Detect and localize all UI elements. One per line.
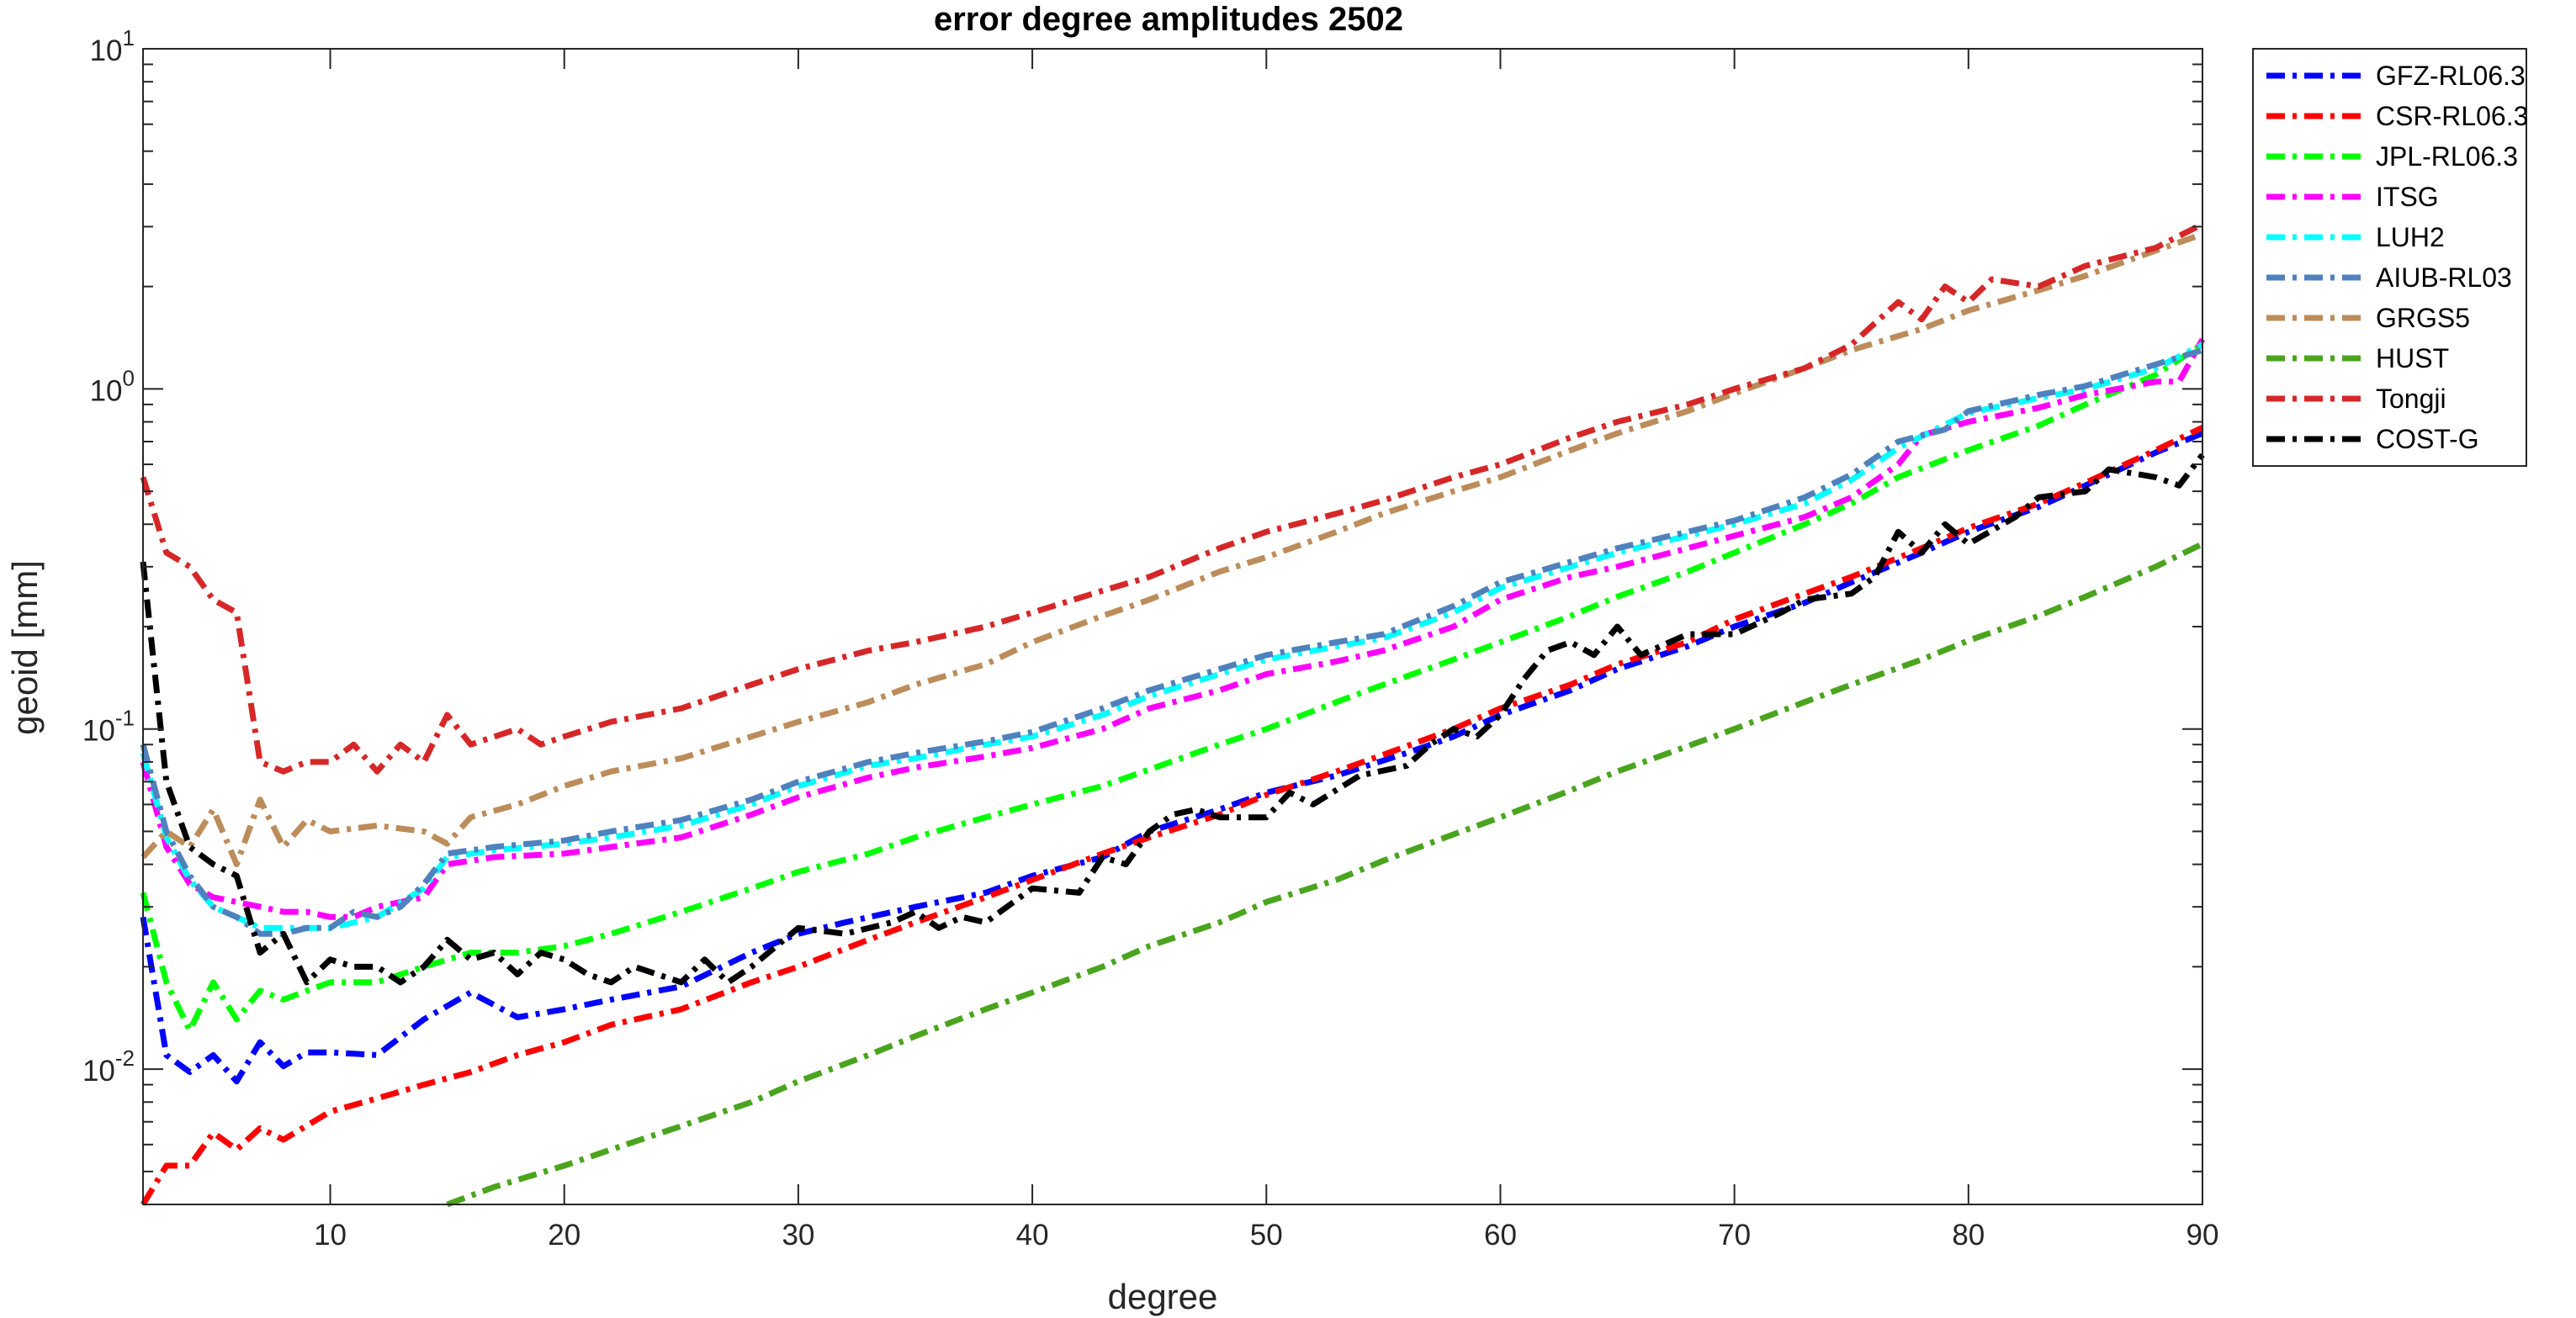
y-tick-label: 101 — [90, 25, 135, 67]
legend-label: COST-G — [2376, 424, 2479, 454]
legend-label: HUST — [2376, 343, 2449, 373]
series-line-luh2 — [140, 341, 2204, 931]
legend-label: Tongji — [2376, 384, 2446, 414]
y-tick-label: 10-2 — [82, 1045, 135, 1088]
x-tick-label: 10 — [314, 1219, 347, 1252]
x-tick-label: 20 — [548, 1219, 580, 1252]
y-tick-label: 100 — [90, 365, 135, 407]
y-axis: 10-2 10-1 100 101 — [82, 25, 2202, 1205]
series-line-itsg — [140, 337, 2206, 920]
series-line-hust — [446, 541, 2204, 1208]
x-tick-label: 30 — [782, 1219, 814, 1252]
series-line-tongji — [140, 221, 2204, 775]
legend-label: LUH2 — [2376, 222, 2445, 252]
x-tick-label: 40 — [1016, 1219, 1049, 1252]
legend-label: JPL-RL06.3 — [2376, 141, 2518, 172]
legend-box — [2252, 48, 2527, 467]
legend-label: AIUB-RL03 — [2376, 262, 2512, 293]
x-axis: 10 20 30 40 50 60 70 80 90 — [314, 49, 2218, 1252]
x-tick-label: 50 — [1250, 1219, 1283, 1252]
x-tick-label: 70 — [1718, 1219, 1751, 1252]
x-tick-label: 90 — [2186, 1219, 2219, 1252]
chart-title: error degree amplitudes 2502 — [934, 1, 1403, 38]
plot-area — [140, 221, 2206, 1208]
x-tick-label: 80 — [1952, 1219, 1985, 1252]
y-tick-label: 10-1 — [82, 706, 135, 748]
legend: GFZ-RL06.3 CSR-RL06.3 JPL-RL06.3 ITSG LUH2 AI… — [2252, 48, 2528, 467]
y-axis-label: geoid [mm] — [5, 560, 45, 735]
x-axis-label: degree — [1108, 1277, 1218, 1316]
series-line-csr-rl06-3 — [140, 425, 2204, 1206]
legend-label: ITSG — [2376, 182, 2439, 212]
legend-label: GFZ-RL06.3 — [2376, 61, 2526, 91]
series-line-cost-g — [140, 453, 2205, 986]
legend-label: CSR-RL06.3 — [2376, 101, 2528, 131]
legend-label: GRGS5 — [2376, 303, 2470, 333]
series-line-aiub-rl03 — [140, 347, 2204, 937]
x-tick-label: 60 — [1484, 1219, 1517, 1252]
